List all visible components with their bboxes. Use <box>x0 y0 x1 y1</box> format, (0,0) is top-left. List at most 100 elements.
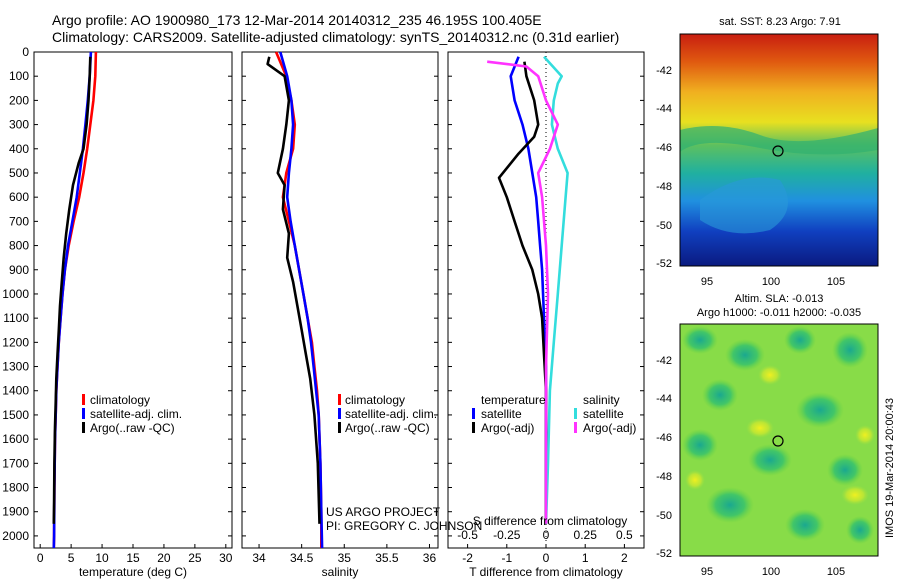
s-diff-tick-label: 0.5 <box>616 528 633 542</box>
sst-ytick: -48 <box>656 181 672 193</box>
legend-swatch-t-satellite <box>472 408 475 419</box>
sla-ytick: -48 <box>656 471 672 483</box>
legend-label-t-argo: Argo(-adj) <box>481 421 534 435</box>
s-diff-tick-label: -0.5 <box>457 528 478 542</box>
s-diff-tick-label: 0.25 <box>574 528 598 542</box>
series-line-differences-2 <box>543 55 569 524</box>
sla-ytick: -44 <box>656 393 672 405</box>
x-tick-label: 2 <box>621 551 628 565</box>
sla-map-subtitle: Argo h1000: -0.011 h2000: -0.035 <box>697 307 861 319</box>
argo-location-marker <box>772 435 784 447</box>
sst-map-title: sat. SST: 8.23 Argo: 7.91 <box>719 16 841 28</box>
salinity-legend: climatology satellite-adj. clim. Argo(..… <box>338 393 437 435</box>
sst-map-axes: -42 -44 -46 -48 -50 -52 95 100 105 <box>656 65 845 288</box>
legend-swatch-t-argo <box>472 422 475 433</box>
x-tick-label: 36 <box>423 551 437 565</box>
sst-xtick: 100 <box>762 276 780 288</box>
sla-ytick: -42 <box>656 355 672 367</box>
depth-tick-label: 200 <box>9 93 29 107</box>
argo-location-marker <box>772 145 784 157</box>
sla-map-title: Altim. SLA: -0.013 <box>735 293 824 305</box>
salinity-xlabel: salinity <box>322 565 359 579</box>
legend-label-s-argo: Argo(-adj) <box>583 421 636 435</box>
legend-label-satellite: satellite-adj. clim. <box>345 407 437 421</box>
depth-tick-label: 2000 <box>2 529 29 543</box>
x-tick-label: 20 <box>157 551 171 565</box>
x-tick-label: -2 <box>462 551 473 565</box>
legend-label-climatology: climatology <box>345 393 405 407</box>
series-line-differences-1 <box>497 61 548 524</box>
salinity-plot: 34 34.5 35 35.5 36 <box>242 51 438 565</box>
t-difference-xlabel: T difference from climatology <box>469 565 623 579</box>
s-difference-xlabel: S difference from climatology <box>473 514 628 528</box>
depth-tick-label: 600 <box>9 190 29 204</box>
sla-xtick: 105 <box>827 566 845 578</box>
legend-swatch-argo <box>338 422 341 433</box>
legend-swatch-s-satellite <box>574 408 577 419</box>
series-line-temperature-2 <box>52 56 92 524</box>
legend-swatch-satellite <box>338 408 341 419</box>
x-tick-label: 15 <box>126 551 140 565</box>
depth-tick-label: 1100 <box>3 311 29 325</box>
salinity-panel-frame <box>241 51 439 549</box>
depth-tick-label: 1000 <box>2 287 29 301</box>
legend-swatch-argo <box>82 422 85 433</box>
sst-ytick: -46 <box>656 142 672 154</box>
s-diff-tick-label: -0.25 <box>493 528 521 542</box>
x-tick-label: 30 <box>219 551 233 565</box>
x-tick-label: 10 <box>95 551 109 565</box>
depth-tick-label: 100 <box>9 69 29 83</box>
depth-tick-label: 1600 <box>2 432 29 446</box>
series-line-salinity-0 <box>274 51 323 548</box>
sst-xtick: 105 <box>827 276 845 288</box>
x-tick-label: 0 <box>37 551 44 565</box>
legend-label-argo: Argo(..raw -QC) <box>90 421 175 435</box>
legend-swatch-climatology <box>338 394 341 405</box>
depth-tick-label: 1300 <box>2 360 29 374</box>
climatology-subtitle: Climatology: CARS2009. Satellite-adjuste… <box>52 29 620 45</box>
series-line-differences-0 <box>509 56 548 524</box>
legend-label-t-satellite: satellite <box>481 407 522 421</box>
temperature-plot: 0 5 10 15 20 25 300100200300400500600700800900… <box>2 45 233 565</box>
sst-eddy <box>700 177 788 234</box>
sst-front <box>680 126 878 155</box>
sla-ytick: -52 <box>656 548 672 560</box>
temperature-legend: climatology satellite-adj. clim. Argo(..… <box>82 393 182 435</box>
difference-plot: -2 -1 0 1 2 -0.5 -0.25 0 0.25 0.5 <box>448 51 644 565</box>
sla-map-frame <box>679 323 879 557</box>
depth-tick-label: 0 <box>22 45 29 59</box>
temperature-xlabel: temperature (deg C) <box>79 565 187 579</box>
sst-ytick: -52 <box>656 258 672 270</box>
legend-label-satellite: satellite-adj. clim. <box>90 407 182 421</box>
depth-tick-label: 1900 <box>2 505 29 519</box>
profile-title: Argo profile: AO 1900980_173 12-Mar-2014… <box>52 12 542 28</box>
legend-title-salinity: salinity <box>583 393 620 407</box>
sla-ytick: -50 <box>656 510 672 522</box>
sst-map-frame <box>679 33 879 267</box>
legend-swatch-s-argo <box>574 422 577 433</box>
difference-legend: temperature salinity satellite Argo(-adj… <box>472 393 636 435</box>
depth-tick-label: 900 <box>9 263 29 277</box>
x-tick-label: 25 <box>188 551 202 565</box>
depth-tick-label: 1800 <box>2 481 29 495</box>
s-diff-tick-label: 0 <box>543 528 550 542</box>
depth-tick-label: 1500 <box>2 408 29 422</box>
x-tick-label: 5 <box>68 551 75 565</box>
imos-timestamp: IMOS 19-Mar-2014 20:00:43 <box>884 398 896 538</box>
depth-tick-label: 1700 <box>2 456 29 470</box>
x-tick-label: 35 <box>338 551 352 565</box>
legend-swatch-climatology <box>82 394 85 405</box>
x-tick-label: 34.5 <box>290 551 314 565</box>
pi-credit: PI: GREGORY C. JOHNSON <box>326 519 482 533</box>
depth-tick-label: 300 <box>9 118 29 132</box>
legend-label-argo: Argo(..raw -QC) <box>345 421 430 435</box>
project-credit: US ARGO PROJECT <box>326 505 441 519</box>
series-line-salinity-1 <box>279 51 324 549</box>
legend-swatch-satellite <box>82 408 85 419</box>
depth-tick-label: 400 <box>9 142 29 156</box>
x-tick-label: 1 <box>582 551 589 565</box>
depth-tick-label: 1200 <box>2 335 29 349</box>
sla-xtick: 95 <box>701 566 713 578</box>
legend-title-temperature: temperature <box>481 393 546 407</box>
